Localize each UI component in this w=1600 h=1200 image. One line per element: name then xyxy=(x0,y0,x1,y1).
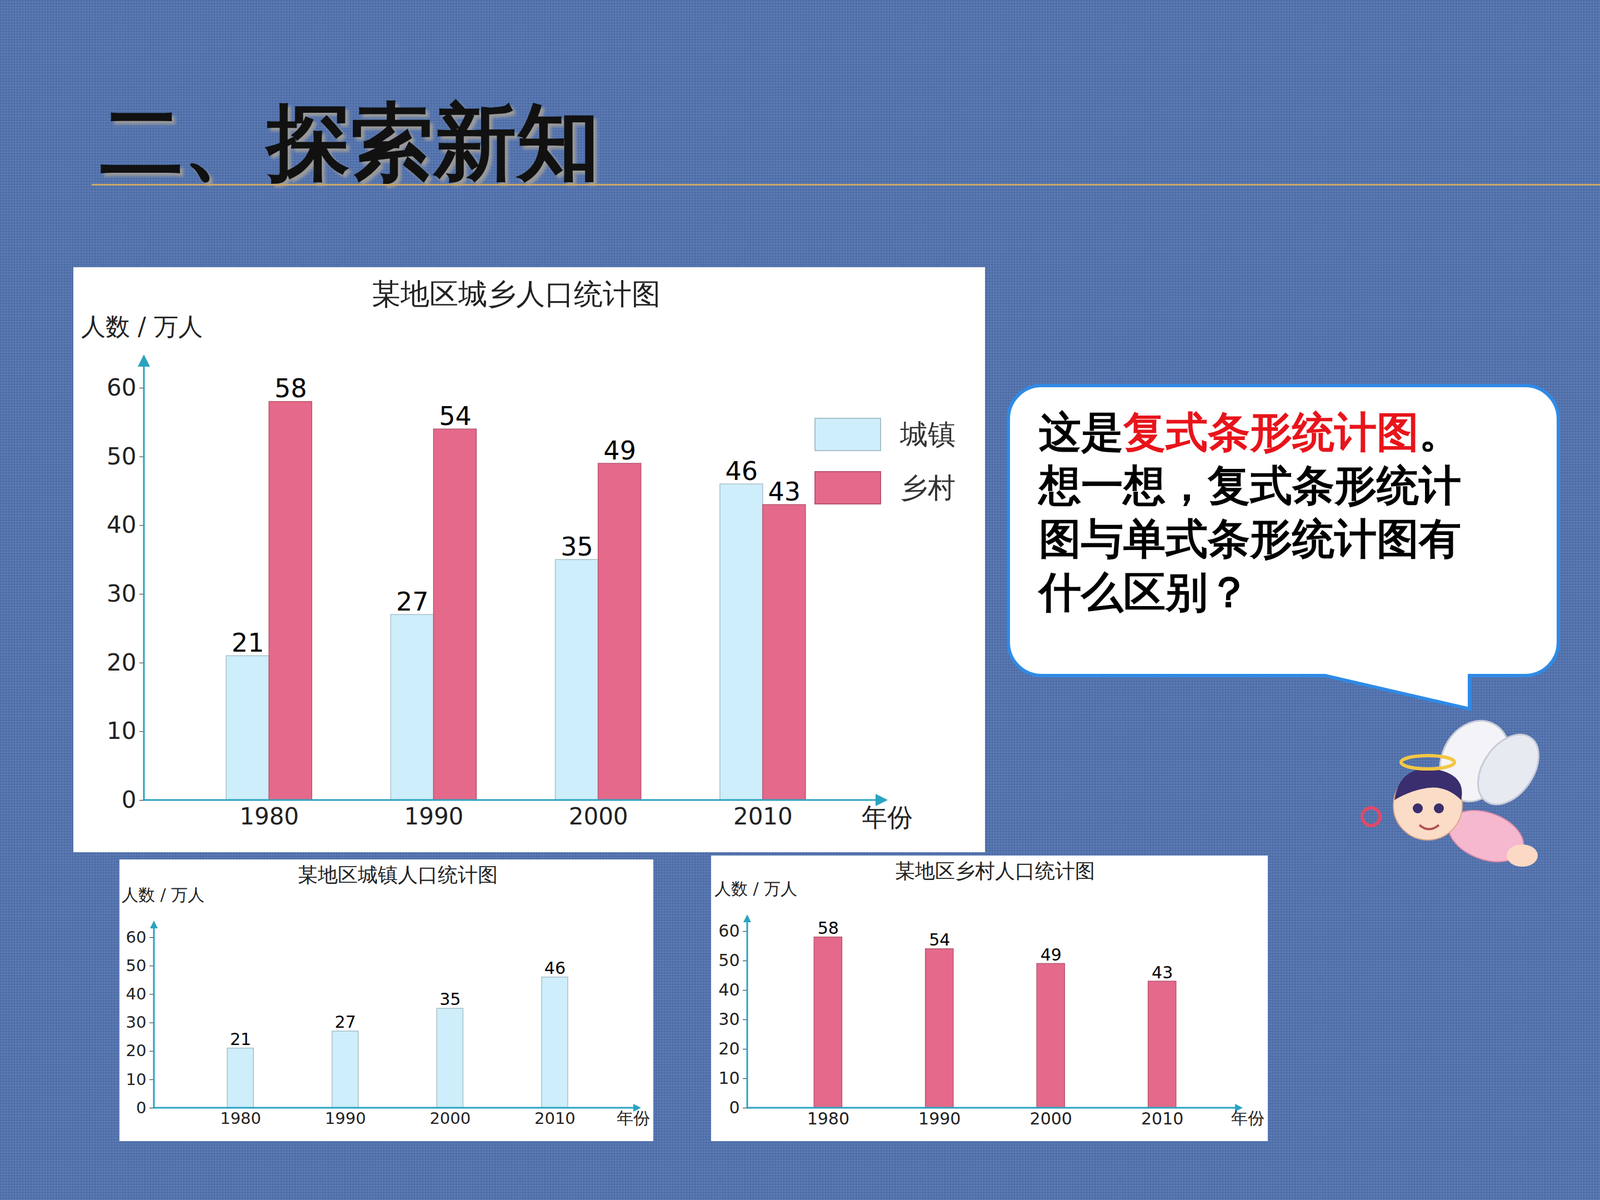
html-text:城镇: 城镇 xyxy=(900,418,956,451)
html-text:人数 / 万人: 人数 / 万人 xyxy=(714,878,798,899)
svg-text:0: 0 xyxy=(136,1098,147,1118)
svg-text:2010: 2010 xyxy=(1141,1108,1184,1129)
svg-text:1980: 1980 xyxy=(807,1108,850,1129)
svg-text:1990: 1990 xyxy=(403,802,464,830)
svg-text:58: 58 xyxy=(274,373,308,404)
svg-text:10: 10 xyxy=(718,1068,740,1088)
svg-text:20: 20 xyxy=(718,1038,740,1059)
svg-text:43: 43 xyxy=(768,476,802,507)
svg-text:2000: 2000 xyxy=(429,1108,471,1128)
svg-text:27: 27 xyxy=(396,586,429,617)
svg-text:40: 40 xyxy=(718,980,740,1000)
svg-text:50: 50 xyxy=(106,442,137,470)
svg-text:0: 0 xyxy=(728,1097,740,1118)
svg-text:54: 54 xyxy=(928,930,950,950)
svg-text:年份: 年份 xyxy=(861,802,913,833)
html-text:人数 / 万人: 人数 / 万人 xyxy=(81,312,203,341)
html-text:某地区城镇人口统计图: 某地区城镇人口统计图 xyxy=(297,863,498,887)
svg-text:46: 46 xyxy=(725,456,759,487)
html-text:二、探索新知: 二、探索新知 xyxy=(100,92,600,191)
svg-text:21: 21 xyxy=(231,627,265,658)
html-text:乡村: 乡村 xyxy=(900,471,956,504)
svg-text:2000: 2000 xyxy=(1030,1108,1073,1129)
html-text:这是复式条形统计图。想一想，复式条形统计图与单式条形统计图有: 这是复式条形统计图。想一想，复式条形统计图与单式条形统计图有什么区别？ xyxy=(1038,407,1462,617)
svg-text:46: 46 xyxy=(544,958,566,978)
svg-text:20: 20 xyxy=(126,1041,147,1060)
svg-text:2000: 2000 xyxy=(568,802,629,830)
svg-text:10: 10 xyxy=(106,717,137,745)
svg-text:60: 60 xyxy=(126,927,147,947)
svg-text:20: 20 xyxy=(106,648,137,677)
svg-text:0: 0 xyxy=(121,786,137,814)
svg-text:49: 49 xyxy=(603,435,637,466)
svg-text:60: 60 xyxy=(106,373,137,402)
svg-text:40: 40 xyxy=(126,984,147,1004)
svg-text:2010: 2010 xyxy=(534,1108,576,1128)
svg-text:50: 50 xyxy=(126,956,147,975)
svg-text:50: 50 xyxy=(718,950,740,970)
svg-text:30: 30 xyxy=(106,580,137,608)
svg-text:年份: 年份 xyxy=(1231,1108,1265,1128)
svg-text:49: 49 xyxy=(1040,945,1062,965)
svg-text:1990: 1990 xyxy=(325,1108,367,1128)
svg-text:1990: 1990 xyxy=(918,1108,961,1129)
svg-text:1980: 1980 xyxy=(220,1108,262,1128)
svg-text:10: 10 xyxy=(126,1070,147,1089)
svg-text:21: 21 xyxy=(230,1029,252,1049)
svg-text:35: 35 xyxy=(439,989,461,1009)
svg-text:30: 30 xyxy=(718,1009,740,1029)
svg-text:35: 35 xyxy=(560,531,594,562)
svg-text:40: 40 xyxy=(106,511,137,539)
svg-text:2010: 2010 xyxy=(733,802,793,830)
svg-text:30: 30 xyxy=(126,1012,147,1032)
svg-text:58: 58 xyxy=(817,918,839,938)
svg-text:43: 43 xyxy=(1151,962,1173,983)
html-text:人数 / 万人: 人数 / 万人 xyxy=(121,885,205,905)
html-text:某地区城乡人口统计图: 某地区城乡人口统计图 xyxy=(371,277,661,311)
svg-text:60: 60 xyxy=(718,921,740,941)
svg-text:1980: 1980 xyxy=(239,802,299,830)
svg-text:54: 54 xyxy=(438,401,472,432)
svg-text:27: 27 xyxy=(335,1012,357,1032)
html-text:某地区乡村人口统计图: 某地区乡村人口统计图 xyxy=(895,859,1095,883)
svg-text:年份: 年份 xyxy=(616,1108,650,1128)
